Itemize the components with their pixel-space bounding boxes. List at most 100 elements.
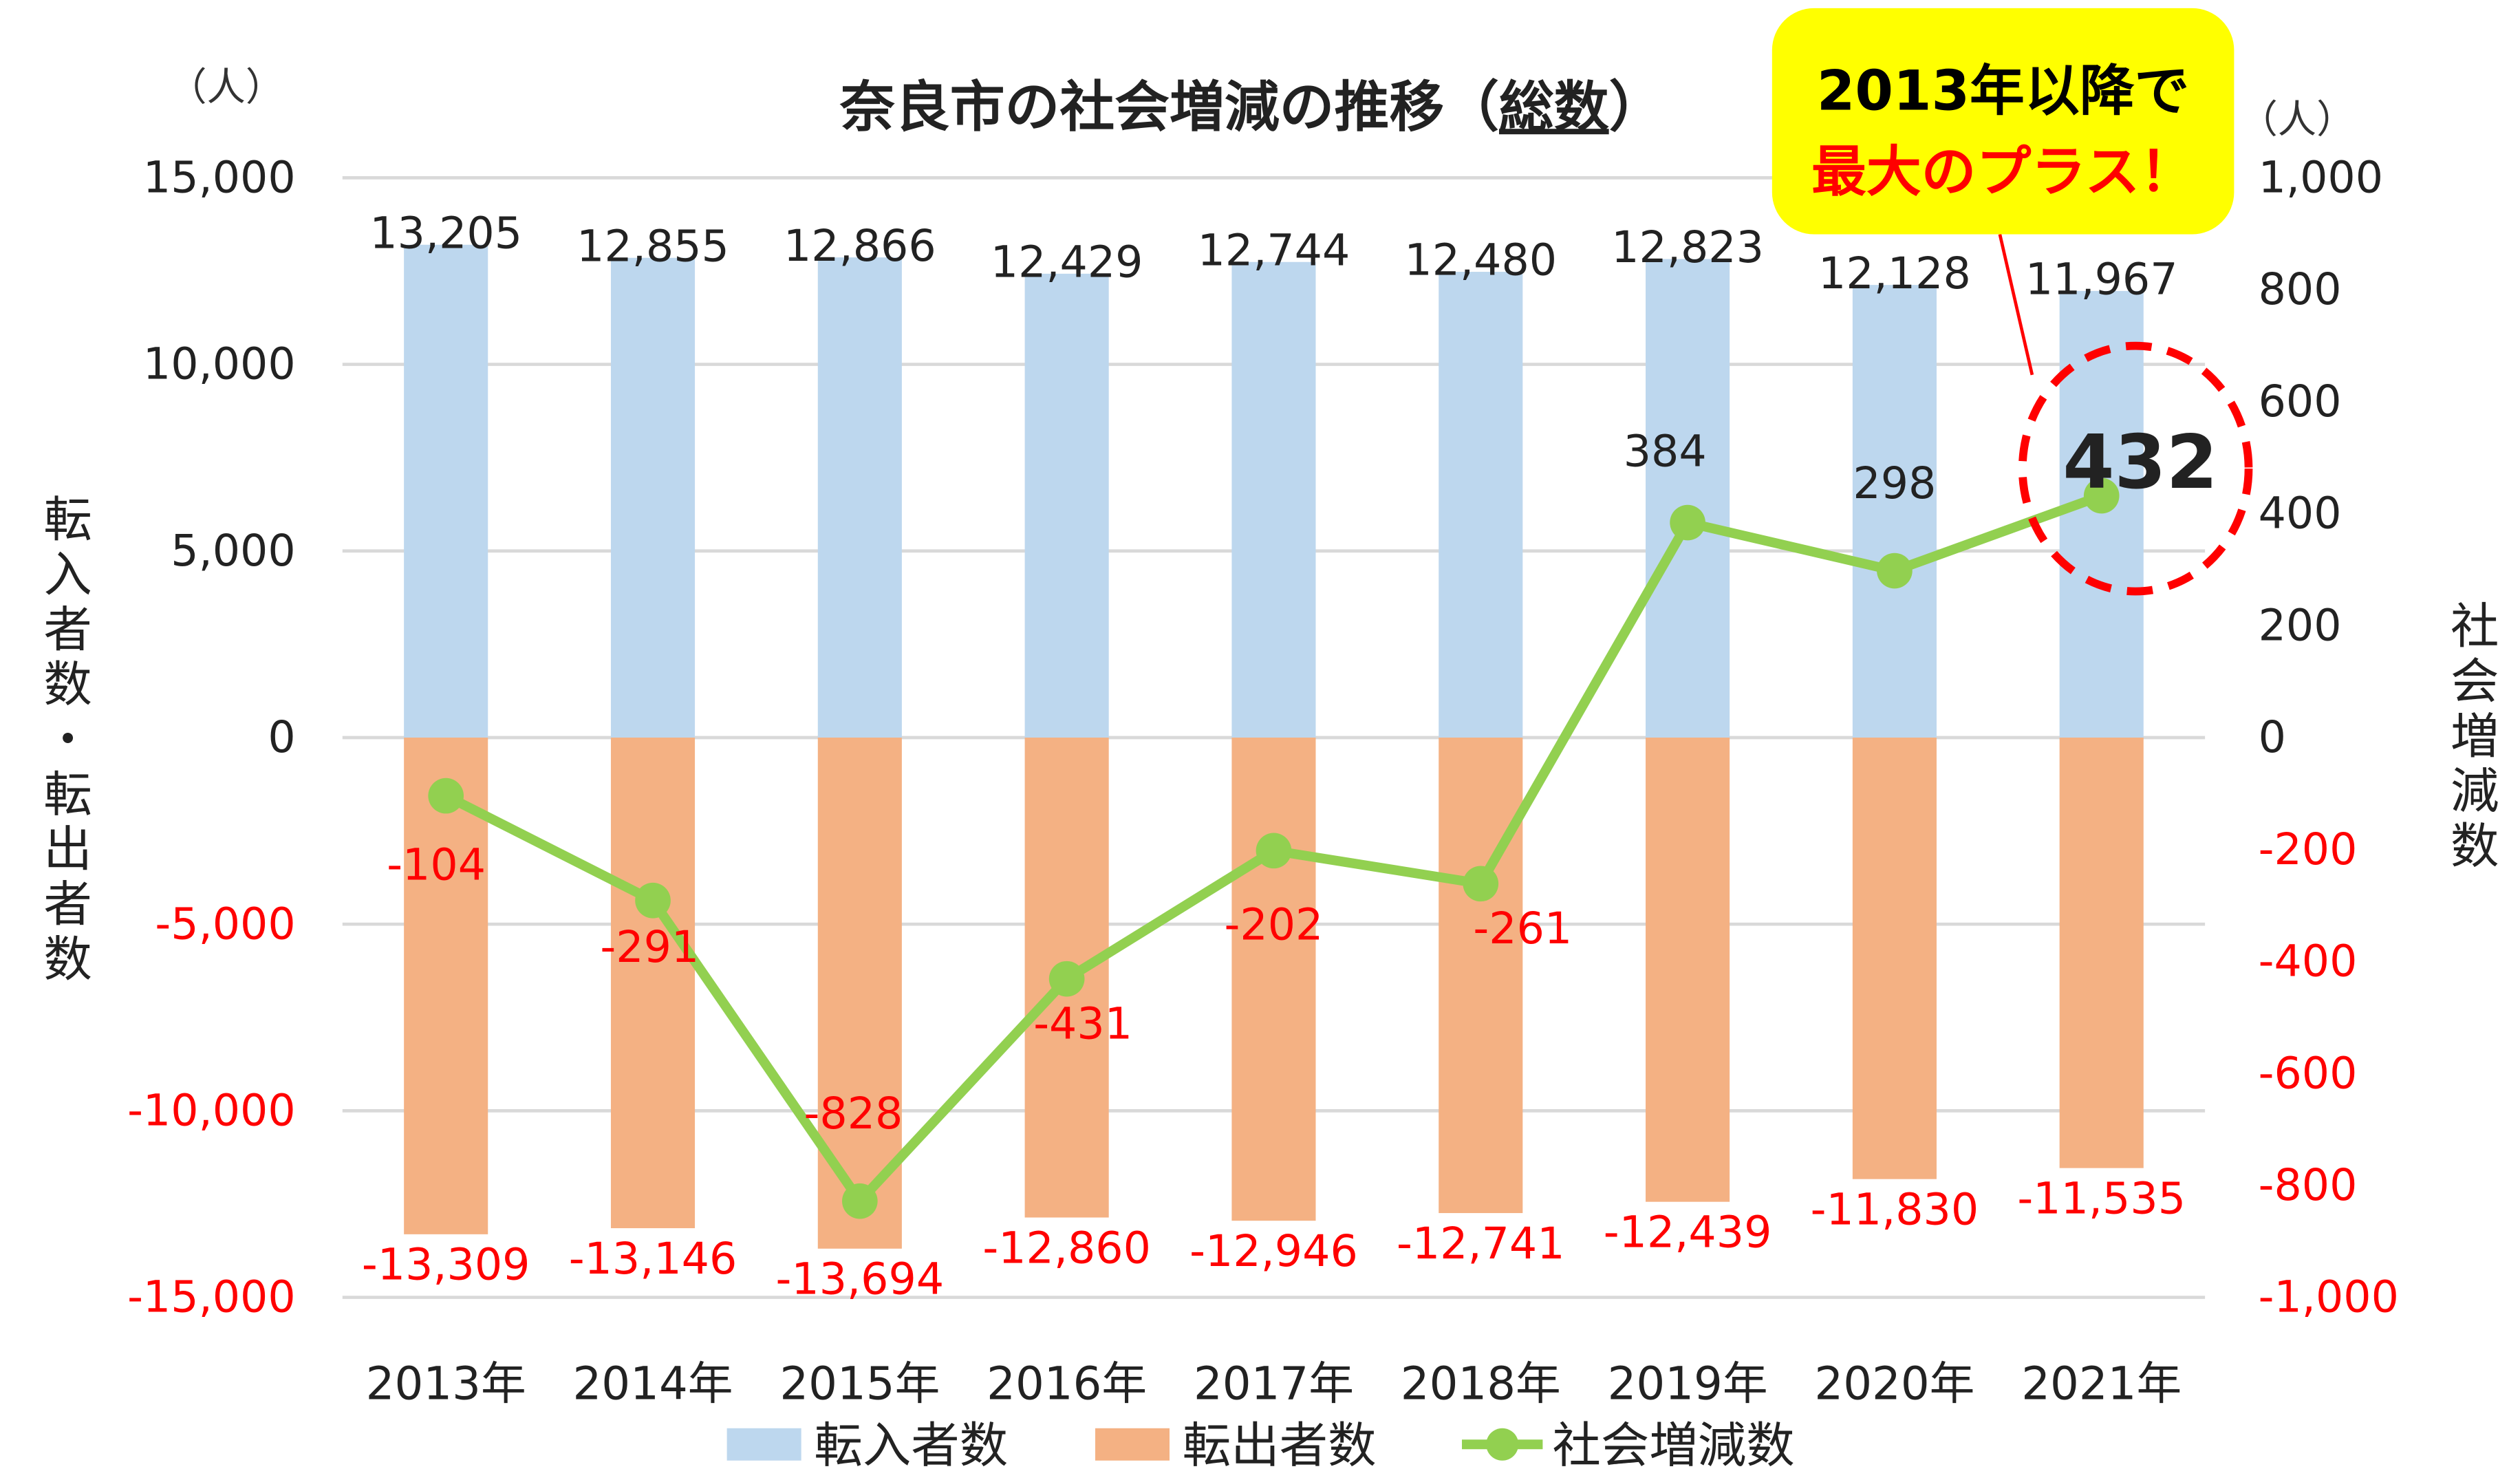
bar-label-outflow: -12,741 <box>1397 1218 1565 1269</box>
x-tick-label: 2013年 <box>366 1358 526 1411</box>
bar-inflow <box>1024 273 1109 738</box>
bar-outflow <box>1852 737 1937 1179</box>
left-axis-label-char: ・ <box>43 711 91 768</box>
left-axis-label-char: 出 <box>43 822 91 878</box>
bar-label-inflow: 12,744 <box>1198 224 1350 275</box>
net-label: -431 <box>1033 998 1132 1049</box>
left-tick-label: 0 <box>268 711 295 762</box>
legend-item: 転入者数 <box>726 1417 1008 1474</box>
bar-label-inflow: 12,855 <box>577 220 729 271</box>
legend-swatch <box>1095 1428 1170 1461</box>
left-tick-label: 10,000 <box>143 339 296 389</box>
bar-outflow <box>1646 737 1730 1202</box>
bar-label-inflow: 12,128 <box>1818 248 1971 299</box>
net-label: -104 <box>387 839 486 890</box>
right-tick-label: 200 <box>2259 599 2342 650</box>
x-tick-label: 2017年 <box>1194 1358 1354 1411</box>
left-tick-label: -5,000 <box>155 898 295 949</box>
net-label: -202 <box>1225 899 1324 950</box>
legend-swatch-marker <box>1486 1428 1519 1461</box>
bar-outflow <box>610 737 696 1229</box>
highlight-value-label: 432 <box>2063 420 2217 506</box>
net-marker <box>1048 961 1085 997</box>
bar-inflow <box>1852 285 1937 738</box>
line-series <box>428 478 2120 1219</box>
legend-label: 社会増減数 <box>1553 1417 1795 1474</box>
right-tick-label: 600 <box>2259 376 2342 427</box>
bar-label-outflow: -11,535 <box>2017 1172 2186 1223</box>
right-tick-label: 800 <box>2259 264 2342 314</box>
net-label: -261 <box>1473 903 1572 954</box>
right-axis-label-char: 会 <box>2451 653 2499 709</box>
right-axis-label-char: 社 <box>2451 599 2499 655</box>
right-axis-label-char: 数 <box>2451 818 2499 875</box>
bar-outflow <box>404 737 488 1234</box>
right-tick-label: -800 <box>2259 1159 2358 1210</box>
bar-inflow <box>1646 259 1730 738</box>
right-axis-label: 社会増減数 <box>2451 599 2499 875</box>
bar-inflow <box>404 244 488 738</box>
net-marker <box>842 1183 878 1219</box>
left-axis-label-char: 転 <box>43 766 91 823</box>
net-marker <box>1670 504 1705 541</box>
left-axis-unit: （人） <box>168 65 284 110</box>
data-labels: 13,205 12,855 12,866 12,429 12,744 12,480 12,8… <box>362 207 2218 1304</box>
right-axis-label-char: 減 <box>2451 763 2499 819</box>
net-marker <box>1256 833 1292 869</box>
bar-inflow <box>1439 272 1523 738</box>
left-axis-label-char: 入 <box>43 546 91 603</box>
bar-inflow <box>817 257 902 738</box>
bar-label-outflow: -13,309 <box>362 1239 530 1290</box>
x-tick-label: 2020年 <box>1814 1358 1974 1411</box>
bar-label-inflow: 11,967 <box>2025 254 2178 305</box>
bar-label-inflow: 12,823 <box>1611 222 1764 272</box>
legend: 転入者数 転出者数 社会増減数 <box>726 1417 1795 1474</box>
legend-item: 転出者数 <box>1095 1417 1377 1474</box>
left-axis-label-char: 数 <box>43 656 91 713</box>
bar-outflow <box>1231 737 1316 1221</box>
bar-label-outflow: -12,439 <box>1604 1206 1772 1257</box>
bar-label-outflow: -11,830 <box>1811 1183 1979 1234</box>
right-axis-label-char: 増 <box>2451 708 2499 764</box>
bar-outflow <box>2059 737 2144 1168</box>
bar-inflow <box>610 257 696 738</box>
right-tick-label: -1,000 <box>2259 1272 2399 1322</box>
net-label: 384 <box>1624 425 1707 476</box>
left-tick-label: 15,000 <box>143 152 296 203</box>
x-tick-label: 2019年 <box>1608 1358 1768 1411</box>
bar-label-inflow: 12,866 <box>784 220 936 271</box>
right-tick-label: -200 <box>2259 824 2358 875</box>
bar-label-inflow: 12,429 <box>991 237 1143 288</box>
legend-label: 転入者数 <box>814 1417 1008 1474</box>
highlight-circle <box>2018 341 2253 596</box>
net-label: -828 <box>804 1088 903 1139</box>
bar-outflow <box>1439 737 1523 1214</box>
chart-title: 奈良市の社会増減の推移（総数） <box>839 75 1663 139</box>
left-tick-label: -10,000 <box>127 1085 296 1136</box>
right-tick-label: 1,000 <box>2259 152 2383 203</box>
bar-label-outflow: -13,694 <box>776 1253 945 1304</box>
left-axis-label-char: 者 <box>43 601 91 658</box>
bar-label-inflow: 12,480 <box>1404 235 1557 286</box>
bar-label-outflow: -12,860 <box>982 1222 1151 1273</box>
legend-swatch <box>726 1428 801 1461</box>
x-tick-label: 2015年 <box>779 1358 940 1411</box>
net-label: -291 <box>600 921 699 972</box>
net-label: 298 <box>1853 458 1936 508</box>
bar-label-outflow: -13,146 <box>569 1233 737 1284</box>
x-tick-label: 2014年 <box>572 1358 733 1411</box>
net-marker <box>1463 866 1499 902</box>
callout-pointer <box>1998 234 2034 376</box>
x-tick-label: 2016年 <box>987 1358 1147 1411</box>
callout-line1: 2013年以降で <box>1817 59 2190 123</box>
bar-inflow <box>1231 261 1316 738</box>
legend-label: 転出者数 <box>1183 1417 1377 1474</box>
annotation: 2013年以降で 最大のプラス！ <box>1771 8 2253 596</box>
x-tick-label: 2018年 <box>1401 1358 1561 1411</box>
net-marker <box>428 777 464 814</box>
left-axis-label-char: 者 <box>43 876 91 932</box>
right-tick-label: 400 <box>2259 488 2342 539</box>
net-marker <box>1877 553 1913 589</box>
left-axis-label: 転入者数・転出者数 <box>43 492 91 988</box>
